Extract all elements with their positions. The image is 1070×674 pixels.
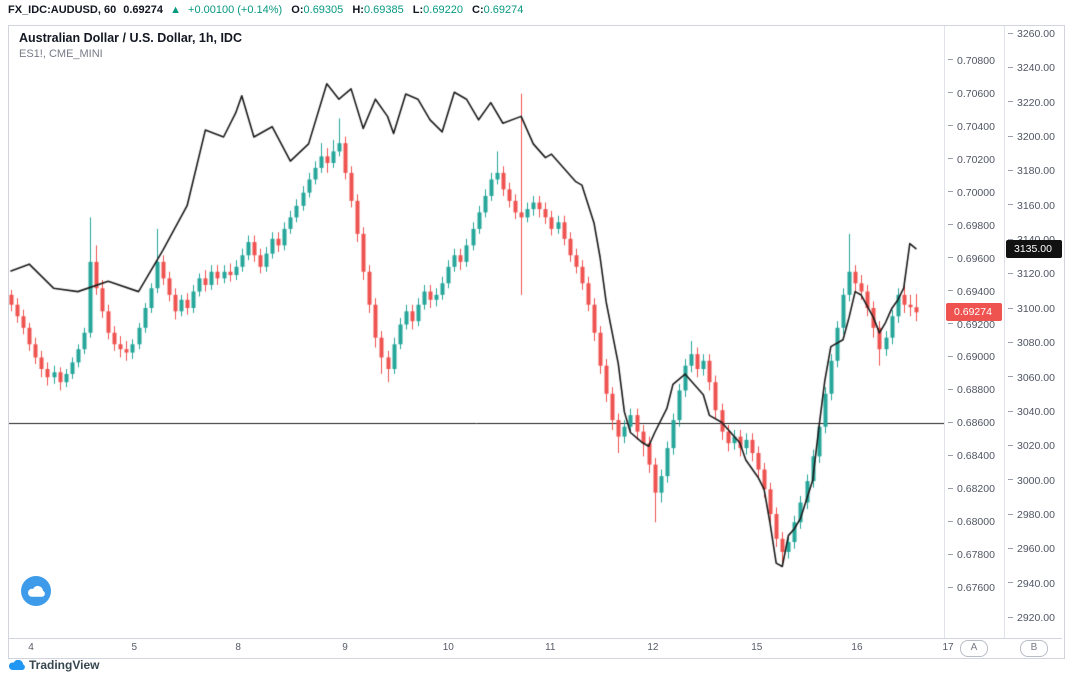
audusd-price-tick: 0.67800 — [945, 548, 995, 562]
es1-price-tick: 3220.00 — [1005, 96, 1055, 110]
chart-legend: Australian Dollar / U.S. Dollar, 1h, IDC… — [19, 31, 242, 60]
change-arrow-icon: ▲ — [170, 4, 181, 16]
audusd-price-tick: 0.68200 — [945, 482, 995, 496]
audusd-price-tick: 0.70600 — [945, 87, 995, 101]
legend-main-series[interactable]: Australian Dollar / U.S. Dollar, 1h, IDC — [19, 31, 242, 45]
chart-frame: Australian Dollar / U.S. Dollar, 1h, IDC… — [8, 25, 1065, 659]
audusd-price-tick: 0.69400 — [945, 285, 995, 299]
audusd-price-tick: 0.70000 — [945, 186, 995, 200]
symbol-title[interactable]: FX_IDC:AUDUSD, 60 — [8, 4, 117, 16]
tradingview-brand-link[interactable]: TradingView — [8, 657, 99, 673]
es1-price-tick: 3180.00 — [1005, 164, 1055, 178]
es1-price-tick: 3160.00 — [1005, 199, 1055, 213]
audusd-price-tick: 0.70200 — [945, 153, 995, 167]
audusd-price-tick: 0.69000 — [945, 350, 995, 364]
time-axis[interactable]: A B 4 5 8 9 10 11 12 15 16 17 — [9, 638, 1062, 657]
es1-price-tick: 3200.00 — [1005, 130, 1055, 144]
open-label: O: — [291, 4, 304, 16]
es1-price-tick: 3020.00 — [1005, 439, 1055, 453]
last-price: 0.69274 — [123, 4, 164, 16]
audusd-price-tick: 0.70800 — [945, 54, 995, 68]
symbol-info-bar: FX_IDC:AUDUSD, 60 0.69274 ▲ +0.00100 (+0… — [8, 0, 523, 22]
time-tick: 15 — [751, 642, 763, 653]
price-chart-canvas[interactable] — [9, 26, 944, 638]
open-value: 0.69305 — [303, 4, 344, 16]
time-tick: 16 — [851, 642, 863, 653]
audusd-price-tick: 0.70400 — [945, 120, 995, 134]
high-label: H: — [352, 4, 364, 16]
time-tick: 17 — [942, 642, 954, 653]
last-price-label-es1: 3135.00 — [1006, 239, 1062, 258]
time-tick: 4 — [28, 642, 34, 653]
audusd-price-tick: 0.68000 — [945, 515, 995, 529]
change-value: +0.00100 (+0.14%) — [188, 4, 283, 16]
audusd-price-tick: 0.68400 — [945, 449, 995, 463]
es1-price-tick: 2920.00 — [1005, 611, 1055, 625]
time-tick: 12 — [647, 642, 659, 653]
scale-toggle-a-button[interactable]: A — [960, 640, 988, 657]
low-value: 0.69220 — [423, 4, 463, 16]
time-tick: 8 — [235, 642, 241, 653]
price-scale-es1[interactable]: 3135.00 3260.00 3240.00 3220.00 3200.00 3180… — [1004, 26, 1064, 638]
audusd-price-tick: 0.69800 — [945, 219, 995, 233]
es1-price-tick: 3060.00 — [1005, 371, 1055, 385]
tradingview-brand-text: TradingView — [29, 658, 100, 672]
es1-price-tick: 3120.00 — [1005, 267, 1055, 281]
audusd-price-tick: 0.69600 — [945, 252, 995, 266]
high-value: 0.69385 — [363, 4, 404, 16]
close-value: 0.69274 — [483, 4, 524, 16]
audusd-price-tick: 0.67600 — [945, 581, 995, 595]
low-label: L: — [412, 4, 424, 16]
tradingview-watermark-button[interactable] — [21, 576, 51, 606]
es1-price-tick: 3100.00 — [1005, 302, 1055, 316]
time-tick: 9 — [342, 642, 348, 653]
scale-toggle-b-button[interactable]: B — [1020, 640, 1048, 657]
cloud-icon — [28, 585, 45, 597]
es1-price-tick: 2980.00 — [1005, 508, 1055, 522]
es1-price-tick: 3080.00 — [1005, 336, 1055, 350]
audusd-price-tick: 0.68600 — [945, 416, 995, 430]
es1-price-tick: 2960.00 — [1005, 542, 1055, 556]
last-price-label-audusd: 0.69274 — [946, 303, 1002, 322]
es1-price-tick: 3260.00 — [1005, 27, 1055, 41]
es1-price-tick: 3040.00 — [1005, 405, 1055, 419]
close-label: C: — [472, 4, 484, 16]
time-tick: 10 — [442, 642, 454, 653]
chart-pane[interactable]: Australian Dollar / U.S. Dollar, 1h, IDC… — [9, 26, 944, 638]
es1-price-tick: 2940.00 — [1005, 577, 1055, 591]
time-tick: 11 — [545, 642, 556, 653]
audusd-price-tick: 0.69200 — [945, 318, 995, 332]
es1-price-tick: 3240.00 — [1005, 61, 1055, 75]
audusd-price-tick: 0.68800 — [945, 383, 995, 397]
time-tick: 5 — [131, 642, 138, 653]
es1-price-tick: 3000.00 — [1005, 474, 1055, 488]
price-scale-audusd[interactable]: 0.69274 0.70800 0.70600 0.70400 0.70200 0.70… — [944, 26, 1004, 638]
legend-overlay-series[interactable]: ES1!, CME_MINI — [19, 48, 103, 60]
tradingview-cloud-icon — [9, 660, 25, 670]
